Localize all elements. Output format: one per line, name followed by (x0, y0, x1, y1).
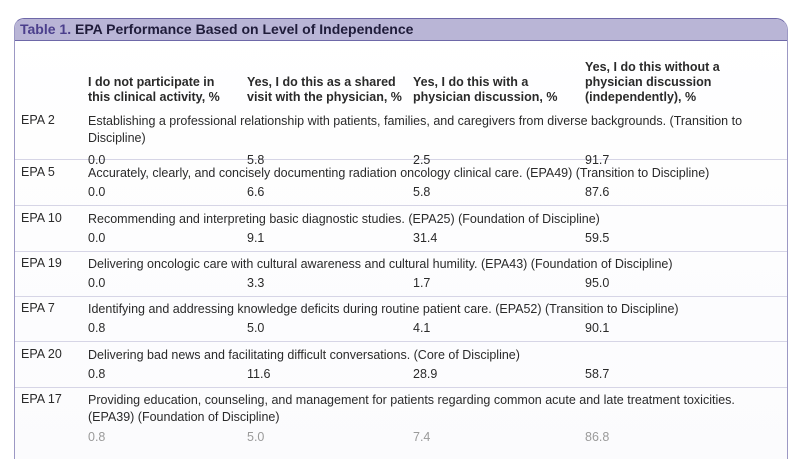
epa-description: Providing education, counseling, and man… (88, 393, 735, 424)
table-row: EPA 2 Establishing a professional relatio… (15, 107, 787, 167)
table-title-text: EPA Performance Based on Level of Indepe… (71, 21, 414, 37)
value-cell: 5.0 (247, 430, 265, 444)
value-cell: 0.8 (88, 321, 106, 335)
epa-label: EPA 20 (21, 347, 62, 361)
epa-label: EPA 17 (21, 392, 62, 406)
header-independently: Yes, I do this without a physician discu… (585, 60, 720, 104)
value-cell: 5.8 (413, 185, 431, 199)
table-row: EPA 19 Delivering oncologic care with cul… (15, 250, 787, 297)
epa-label: EPA 10 (21, 211, 62, 225)
epa-label: EPA 5 (21, 165, 55, 179)
table-header: I do not participate in this clinical ac… (15, 45, 787, 105)
value-cell: 0.0 (88, 185, 106, 199)
value-cell: 58.7 (585, 367, 610, 381)
value-cell: 0.0 (88, 231, 106, 245)
value-cell: 87.6 (585, 185, 610, 199)
epa-description: Recommending and interpreting basic diag… (88, 212, 600, 226)
epa-description: Delivering bad news and facilitating dif… (88, 348, 520, 362)
table-row: EPA 5 Accurately, clearly, and concisely … (15, 159, 787, 206)
value-cell: 0.8 (88, 367, 106, 381)
value-cell: 0.0 (88, 276, 106, 290)
header-physician-discussion: Yes, I do this with a physician discussi… (413, 75, 558, 104)
epa-description: Identifying and addressing knowledge def… (88, 302, 679, 316)
epa-label: EPA 2 (21, 113, 55, 127)
value-cell: 5.8 (247, 153, 265, 167)
table-row: EPA 17 Providing education, counseling, a… (15, 386, 787, 446)
header-shared-visit: Yes, I do this as a shared visit with th… (247, 75, 402, 104)
table-row: EPA 7 Identifying and addressing knowledg… (15, 295, 787, 342)
epa-table: Table 1. EPA Performance Based on Level … (14, 18, 788, 459)
header-not-participate: I do not participate in this clinical ac… (88, 75, 220, 104)
value-cell: 6.6 (247, 185, 265, 199)
value-cell: 3.3 (247, 276, 265, 290)
epa-description: Accurately, clearly, and concisely docum… (88, 166, 710, 180)
value-cell: 90.1 (585, 321, 610, 335)
table-title: Table 1. EPA Performance Based on Level … (15, 19, 787, 41)
value-cell: 86.8 (585, 430, 610, 444)
epa-label: EPA 7 (21, 301, 55, 315)
value-cell: 9.1 (247, 231, 265, 245)
value-cell: 91.7 (585, 153, 610, 167)
value-cell: 0.0 (88, 153, 106, 167)
table-row: EPA 20 Delivering bad news and facilitati… (15, 341, 787, 388)
table-number: Table 1. (20, 21, 72, 37)
value-cell: 28.9 (413, 367, 438, 381)
epa-description: Delivering oncologic care with cultural … (88, 257, 673, 271)
value-cell: 31.4 (413, 231, 438, 245)
value-cell: 2.5 (413, 153, 431, 167)
value-cell: 4.1 (413, 321, 431, 335)
value-cell: 1.7 (413, 276, 431, 290)
value-cell: 59.5 (585, 231, 610, 245)
epa-description: Establishing a professional relationship… (88, 114, 743, 145)
value-cell: 11.6 (247, 367, 271, 381)
value-cell: 95.0 (585, 276, 610, 290)
table-row: EPA 10 Recommending and interpreting basi… (15, 205, 787, 252)
epa-label: EPA 19 (21, 256, 62, 270)
value-cell: 7.4 (413, 430, 431, 444)
value-cell: 0.8 (88, 430, 106, 444)
value-cell: 5.0 (247, 321, 265, 335)
